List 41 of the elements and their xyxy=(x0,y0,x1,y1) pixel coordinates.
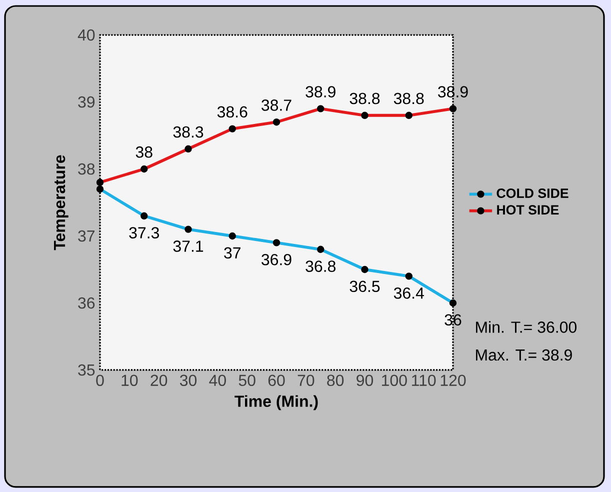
text: Max. T.= 38.9 xyxy=(476,349,572,361)
data-label: 38.7 xyxy=(262,100,292,111)
data-label: 37.1 xyxy=(173,240,204,252)
x-tick-label: 70 xyxy=(298,374,314,386)
data-label: 36.8 xyxy=(306,260,336,272)
y-axis-title: Temperature xyxy=(54,155,68,250)
x-tick-label: 110 xyxy=(412,374,436,386)
data-label: 38.9 xyxy=(306,86,336,98)
data-label: 36.9 xyxy=(262,254,292,266)
x-axis-title: Time (Min.) xyxy=(234,395,318,410)
x-tick-label: 90 xyxy=(356,374,374,386)
legend-label: COLD SIDE xyxy=(496,188,568,198)
data-label: 38.6 xyxy=(217,106,248,118)
y-tick-label: 35 xyxy=(78,364,95,376)
y-tick-label: 39 xyxy=(78,96,95,108)
x-tick-label: 40 xyxy=(209,374,226,386)
x-tick-label: 20 xyxy=(150,374,168,386)
x-tick-label: 50 xyxy=(238,374,256,386)
data-label: 38.9 xyxy=(438,86,468,98)
y-tick-label: 40 xyxy=(78,29,95,41)
data-label: 38.3 xyxy=(173,126,204,138)
x-tick-label: 80 xyxy=(327,374,344,386)
text: Min. T.= 36.00 xyxy=(476,321,577,333)
y-tick-label: 36 xyxy=(78,297,95,309)
data-label: 36 xyxy=(444,314,462,326)
x-tick-label: 30 xyxy=(180,374,197,386)
data-label: 37 xyxy=(224,247,240,259)
data-label: 37.3 xyxy=(129,227,159,238)
x-tick-label: 120 xyxy=(440,374,466,386)
data-label: 38 xyxy=(136,146,152,158)
y-tick-label: 37 xyxy=(78,230,94,242)
x-tick-label: 10 xyxy=(122,374,138,386)
x-tick-label: 0 xyxy=(96,374,104,386)
data-label: 38.8 xyxy=(350,92,380,104)
x-tick-label: 60 xyxy=(268,374,285,386)
data-label: 36.4 xyxy=(394,287,424,299)
legend-label: HOT SIDE xyxy=(497,205,559,215)
x-tick-label: 100 xyxy=(382,374,407,386)
y-tick-label: 38 xyxy=(78,163,95,175)
data-label: 38.8 xyxy=(394,92,424,104)
data-label: 36.5 xyxy=(350,280,380,292)
